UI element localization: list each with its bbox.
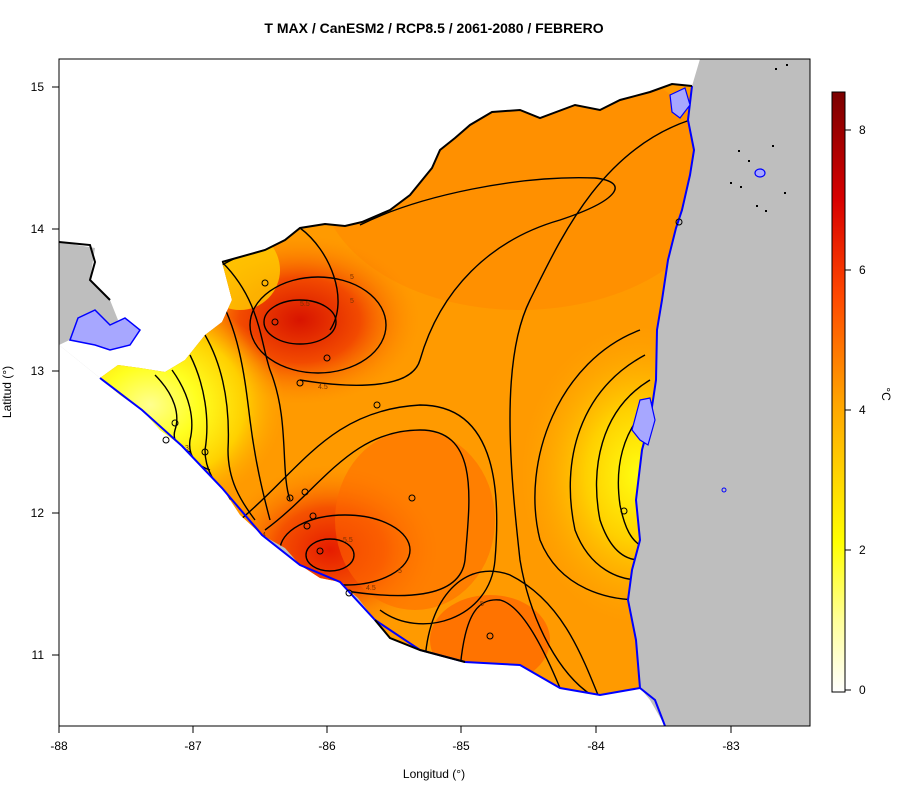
cays [730,64,788,212]
y-axis: 11 12 13 14 15 Latitud (°) [0,80,60,662]
pacific-coastline [99,377,641,697]
x-tick-label: -85 [452,739,470,753]
colorbar-tick-label: 8 [859,123,866,137]
caribbean-sea [628,59,810,726]
pearl-lagoon [631,397,656,446]
x-tick-label: -84 [587,739,605,753]
contour-label: 4.5 [318,384,328,391]
contour-label: 3 [185,445,189,452]
colorbar-tick-label: 6 [859,263,866,277]
y-tick-label: 11 [32,648,45,662]
colorbar: 0 2 4 6 8 °C [831,91,893,697]
bismuna-lagoon [669,87,691,119]
colorbar-tick-label: 4 [859,403,866,417]
contour-label: 5 [350,298,354,305]
honduras-border [59,82,693,301]
contour-label: 5.5 [343,537,353,544]
x-tick-label: -86 [318,739,336,753]
x-tick-label: -83 [722,739,740,753]
contour-lines [154,119,691,695]
x-axis: -88 -87 -86 -85 -84 -83 Longitud (°) [50,725,740,781]
colorbar-gradient [831,91,846,693]
honduras-land [59,59,600,378]
y-axis-label: Latitud (°) [0,366,14,418]
map-layers: 5 5.5 5 4.5 4 3 5.5 5 4.5 5 [59,59,810,726]
caribbean-water-top [600,59,700,110]
x-tick-label: -88 [50,739,68,753]
x-axis-label: Longitud (°) [403,767,465,781]
y-tick-label: 12 [31,506,45,520]
corn-island [754,168,766,178]
contour-label: 5.5 [300,301,310,308]
small-island [721,487,727,493]
colorbar-label: °C [879,387,893,401]
pacific-ocean [59,345,665,726]
station-markers [162,218,683,640]
y-tick-label: 14 [31,222,45,236]
y-tick-label: 15 [31,80,45,94]
y-tick-label: 13 [31,364,45,378]
caribbean-coastline [626,85,696,726]
map-title: T MAX / CanESM2 / RCP8.5 / 2061-2080 / F… [264,20,604,36]
contour-label: 5 [398,568,402,575]
colorbar-tick-label: 2 [859,543,866,557]
contour-label: 5 [350,274,354,281]
x-tick-label: -87 [184,739,202,753]
colorbar-tick-label: 0 [859,683,866,697]
contour-label: 5 [480,601,484,608]
costa-rica-border [374,619,466,663]
gulf-of-fonseca [68,309,142,351]
contour-label: 4.5 [366,585,376,592]
